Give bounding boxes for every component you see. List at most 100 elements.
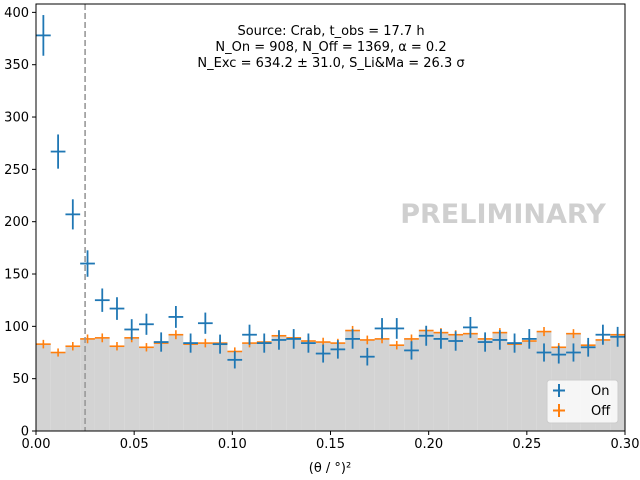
on-marker (183, 333, 198, 353)
off-bar (36, 344, 51, 431)
on-marker (286, 329, 302, 349)
off-bar (109, 346, 125, 431)
y-tick-label: 400 (4, 6, 29, 21)
off-marker (109, 342, 125, 351)
x-tick-label: 0.05 (120, 437, 149, 452)
on-marker (566, 343, 581, 362)
off-bar (183, 344, 198, 431)
on-marker (168, 305, 184, 328)
off-marker (536, 327, 552, 337)
on-marker (507, 333, 522, 353)
off-bar (242, 343, 257, 431)
info-box: Source: Crab, t_obs = 17.7 h N_On = 908,… (197, 24, 464, 71)
off-bar (80, 338, 95, 431)
on-marker (551, 345, 567, 364)
x-tick-label: 0.15 (316, 437, 345, 452)
off-bar (301, 340, 316, 431)
y-tick-label: 300 (4, 111, 29, 126)
off-bar (153, 343, 169, 431)
on-marker (139, 313, 154, 335)
on-marker (477, 332, 493, 352)
on-marker (536, 343, 552, 362)
off-bar (448, 334, 464, 431)
on-marker (404, 341, 419, 360)
info-line-significance: N_Exc = 634.2 ± 31.0, S_Li&Ma = 26.3 σ (197, 56, 464, 71)
off-bar (330, 343, 346, 431)
off-marker (566, 329, 581, 339)
off-bar (197, 343, 213, 431)
off-bar (65, 346, 81, 431)
on-marker (153, 332, 169, 352)
on-marker (227, 351, 243, 369)
off-bar (168, 334, 184, 431)
on-marker (271, 330, 287, 350)
off-marker (389, 340, 405, 350)
off-bar (418, 330, 434, 431)
on-marker (94, 288, 110, 312)
on-marker (521, 329, 537, 349)
off-bar (286, 337, 302, 431)
off-bar (256, 342, 272, 431)
on-marker (36, 15, 51, 56)
off-marker (168, 330, 184, 340)
on-marker (109, 297, 125, 320)
off-bar (345, 330, 360, 431)
x-tick-label: 0.10 (218, 437, 247, 452)
off-marker (80, 334, 95, 344)
off-marker (65, 342, 81, 351)
on-marker (124, 319, 140, 340)
y-tick-label: 350 (4, 58, 29, 73)
on-marker (610, 326, 625, 347)
y-tick-label: 250 (4, 163, 29, 178)
on-marker (345, 329, 360, 349)
off-bar (404, 338, 419, 431)
preliminary-watermark: PRELIMINARY (400, 199, 606, 230)
y-tick-label: 0 (21, 425, 29, 440)
legend-off-marker (553, 404, 565, 417)
on-marker (433, 329, 449, 349)
on-marker (463, 316, 478, 338)
on-marker (448, 331, 464, 351)
off-bar (271, 335, 287, 431)
on-marker (580, 337, 596, 357)
x-tick-label: 0.25 (512, 437, 541, 452)
on-marker (330, 340, 346, 359)
off-marker (139, 343, 154, 352)
on-marker (256, 333, 272, 353)
on-marker (315, 344, 331, 363)
off-bar (359, 339, 375, 431)
on-marker (301, 333, 316, 353)
y-tick-label: 150 (4, 268, 29, 283)
legend-off-label: Off (591, 404, 611, 419)
legend-on-marker (553, 384, 565, 397)
off-marker (359, 335, 375, 345)
off-marker (197, 338, 213, 348)
on-marker (492, 330, 508, 350)
off-bar (315, 342, 331, 431)
y-tick-label: 200 (4, 215, 29, 230)
off-bar (507, 344, 522, 431)
x-tick-label: 0.00 (22, 437, 51, 452)
off-bar (94, 337, 110, 431)
info-line-source: Source: Crab, t_obs = 17.7 h (237, 24, 424, 39)
on-marker (389, 318, 405, 339)
axes: 0.00 0.05 0.10 0.15 0.20 0.25 0.30 0 50 100 150 200… (4, 3, 639, 452)
legend-on-label: On (591, 384, 609, 399)
on-marker (418, 325, 434, 346)
off-bar (227, 351, 243, 431)
on-marker (80, 250, 95, 277)
on-marker (242, 324, 257, 345)
off-bar (433, 332, 449, 431)
y-tick-label: 50 (12, 372, 29, 387)
off-marker (94, 333, 110, 343)
on-marker (65, 199, 81, 230)
off-bar (50, 352, 66, 431)
off-bar (492, 332, 508, 431)
x-tick-label: 0.20 (414, 437, 443, 452)
off-bar (521, 340, 537, 431)
off-bar (124, 337, 140, 431)
on-marker (50, 134, 66, 169)
info-line-counts: N_On = 908, N_Off = 1369, α = 0.2 (215, 40, 446, 55)
off-marker (50, 348, 66, 357)
